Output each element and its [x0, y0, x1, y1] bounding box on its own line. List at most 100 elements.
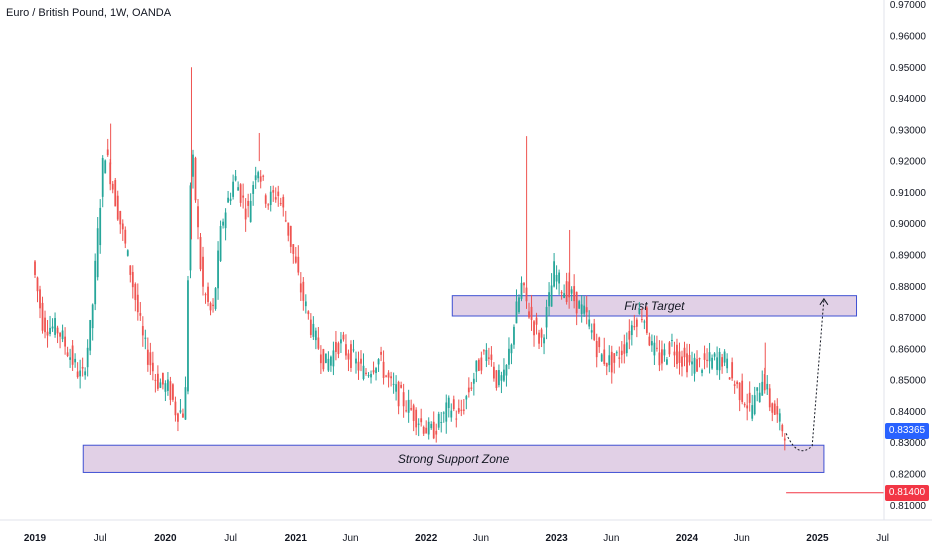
candle-body — [768, 388, 771, 408]
candle-body — [625, 342, 628, 354]
candle-body — [716, 357, 718, 370]
candle-body — [781, 425, 784, 432]
candle-body — [84, 371, 87, 376]
zone-rect[interactable] — [82, 444, 825, 473]
candle-body — [645, 307, 648, 333]
candle-body — [435, 430, 438, 435]
candle-body — [237, 187, 240, 191]
candle-body — [565, 281, 568, 302]
candle-body — [771, 403, 774, 413]
candle-body — [164, 383, 167, 392]
candle-body — [543, 337, 545, 344]
candle-body — [249, 200, 252, 222]
candle-body — [106, 149, 109, 156]
chart-title: Euro / British Pound, 1W, OANDA — [6, 7, 172, 19]
candle-body — [548, 292, 550, 307]
candle-body — [159, 382, 162, 388]
candle-body — [731, 362, 734, 379]
candle-body — [465, 396, 468, 400]
candle-body — [169, 381, 172, 400]
candle-body — [728, 377, 731, 380]
candle-body — [387, 372, 390, 378]
candle-body — [182, 413, 184, 418]
candle-body — [656, 347, 658, 349]
candle-body — [174, 401, 177, 416]
candle-body — [681, 356, 683, 367]
candle-body — [560, 292, 563, 294]
candle-body — [314, 330, 317, 341]
candle-body — [623, 344, 626, 354]
candle-body — [485, 350, 488, 361]
candle-body — [605, 362, 608, 367]
projection-path[interactable] — [785, 298, 825, 452]
candle-body — [610, 351, 613, 373]
candle-body — [332, 350, 335, 367]
candle-body — [487, 357, 490, 359]
candle-body — [116, 195, 119, 220]
price-tick-label: 0.92000 — [890, 157, 927, 168]
candle-body — [187, 280, 189, 392]
candle-body — [99, 207, 102, 246]
candle-body — [693, 357, 696, 374]
candle-body — [129, 265, 132, 275]
candle-body — [472, 378, 475, 384]
candle-body — [136, 294, 139, 313]
zone-label: First Target — [624, 299, 685, 313]
candle-body — [319, 354, 322, 364]
candle-body — [500, 375, 503, 381]
candle-body — [34, 261, 36, 275]
price-tick-label: 0.89000 — [890, 250, 927, 261]
candle-body — [498, 370, 500, 386]
candle-body — [467, 387, 470, 393]
time-tick-label: 2021 — [285, 533, 308, 544]
candle-body — [691, 361, 693, 365]
level-price-label: 0.81400 — [885, 484, 929, 501]
candle-body — [375, 368, 377, 374]
candle-body — [618, 357, 621, 359]
candle-body — [706, 359, 708, 361]
candle-body — [56, 327, 59, 334]
candle-body — [114, 180, 117, 207]
time-tick-label: Jun — [473, 533, 489, 544]
candle-body — [126, 250, 129, 256]
candle-body — [658, 352, 661, 366]
time-tick-label: Jul — [224, 533, 237, 544]
candle-body — [708, 352, 711, 362]
candle-body — [533, 321, 535, 336]
candle-body — [294, 256, 297, 263]
candle-body — [264, 195, 267, 204]
candle-body — [613, 353, 616, 363]
price-tick-label: 0.88000 — [890, 282, 927, 293]
candle-body — [49, 327, 51, 334]
candle-body — [653, 342, 656, 356]
candle-body — [154, 379, 157, 381]
candle-body — [69, 357, 72, 360]
candle-body — [513, 326, 515, 345]
price-tick-label: 0.94000 — [890, 94, 927, 105]
candle-body — [726, 358, 729, 369]
candle-body — [232, 181, 235, 197]
candle-body — [197, 206, 199, 228]
candle-body — [192, 154, 194, 177]
candle-body — [189, 185, 192, 271]
candle-body — [718, 351, 721, 371]
price-tick-label: 0.93000 — [890, 125, 927, 136]
price-tick-label: 0.87000 — [890, 313, 927, 324]
candle-body — [756, 387, 759, 391]
price-axis[interactable]: 0.97000 0.96000 0.95000 0.94000 0.93000 0.920… — [890, 0, 927, 512]
candle-body — [673, 351, 676, 356]
candle-body — [352, 349, 355, 351]
candle-body — [244, 208, 247, 220]
candle-body — [580, 304, 583, 314]
time-tick-label: Jun — [603, 533, 619, 544]
projection-arrowhead — [819, 297, 829, 306]
candle-body — [234, 176, 237, 181]
price-tick-label: 0.91000 — [890, 188, 927, 199]
zone-rect[interactable] — [451, 295, 858, 317]
candle-body — [304, 301, 307, 307]
candle-body — [247, 200, 250, 206]
time-axis[interactable]: 2019 Jul 2020 Jul 2021 Jun 2022 Jun 2023 Jun 2024 J… — [24, 533, 889, 544]
candle-body — [385, 375, 387, 377]
